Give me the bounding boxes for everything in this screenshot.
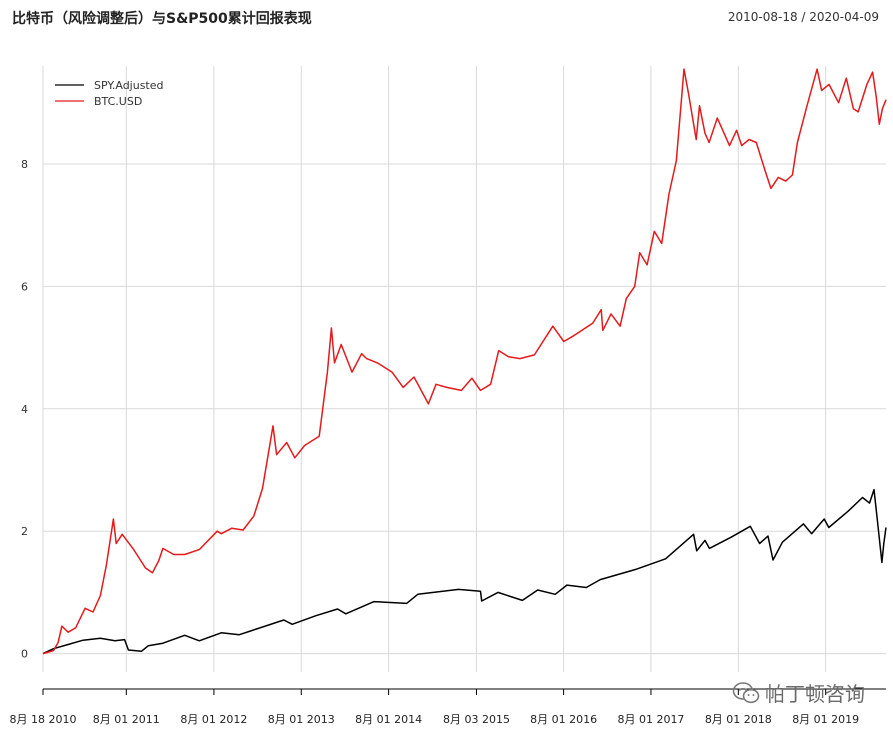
wechat-icon bbox=[732, 681, 760, 703]
y-tick-label: 2 bbox=[21, 525, 28, 538]
y-tick-label: 8 bbox=[21, 158, 28, 171]
series-line-spy-adjusted bbox=[42, 488, 887, 655]
series-lines bbox=[42, 68, 887, 655]
x-tick-label: 8月 01 2012 bbox=[180, 713, 247, 726]
date-range-label: 2010-08-18 / 2020-04-09 bbox=[727, 10, 879, 24]
chart-title: 比特币（风险调整后）与S&P500累计回报表现 bbox=[12, 11, 312, 27]
x-tick-label: 8月 01 2019 bbox=[792, 713, 859, 726]
series-line-btc-usd bbox=[42, 68, 887, 655]
x-tick-label: 8月 03 2015 bbox=[443, 713, 510, 726]
legend-label: SPY.Adjusted bbox=[94, 79, 164, 92]
y-tick-labels: 0 2 4 6 8 bbox=[21, 158, 28, 661]
x-tick-label: 8月 18 2010 bbox=[10, 713, 77, 726]
x-tick-label: 8月 01 2018 bbox=[705, 713, 772, 726]
legend-label: BTC.USD bbox=[94, 95, 142, 108]
legend: SPY.Adjusted BTC.USD bbox=[55, 79, 164, 108]
y-tick-label: 0 bbox=[21, 648, 28, 661]
x-tick-label: 8月 01 2011 bbox=[93, 713, 160, 726]
watermark: 帕丁顿咨询 bbox=[732, 678, 865, 707]
y-tick-label: 4 bbox=[21, 403, 28, 416]
x-tick-label: 8月 01 2016 bbox=[530, 713, 597, 726]
y-gridlines bbox=[43, 163, 886, 655]
x-tick-label: 8月 01 2017 bbox=[617, 713, 684, 726]
x-gridlines bbox=[42, 66, 827, 672]
watermark-text: 帕丁顿咨询 bbox=[765, 682, 865, 706]
y-tick-label: 6 bbox=[21, 280, 28, 293]
x-axis: 8月 18 2010 8月 01 2011 8月 01 2012 8月 01 2013… bbox=[10, 688, 886, 726]
x-tick-label: 8月 01 2014 bbox=[355, 713, 422, 726]
x-tick-label: 8月 01 2013 bbox=[268, 713, 335, 726]
